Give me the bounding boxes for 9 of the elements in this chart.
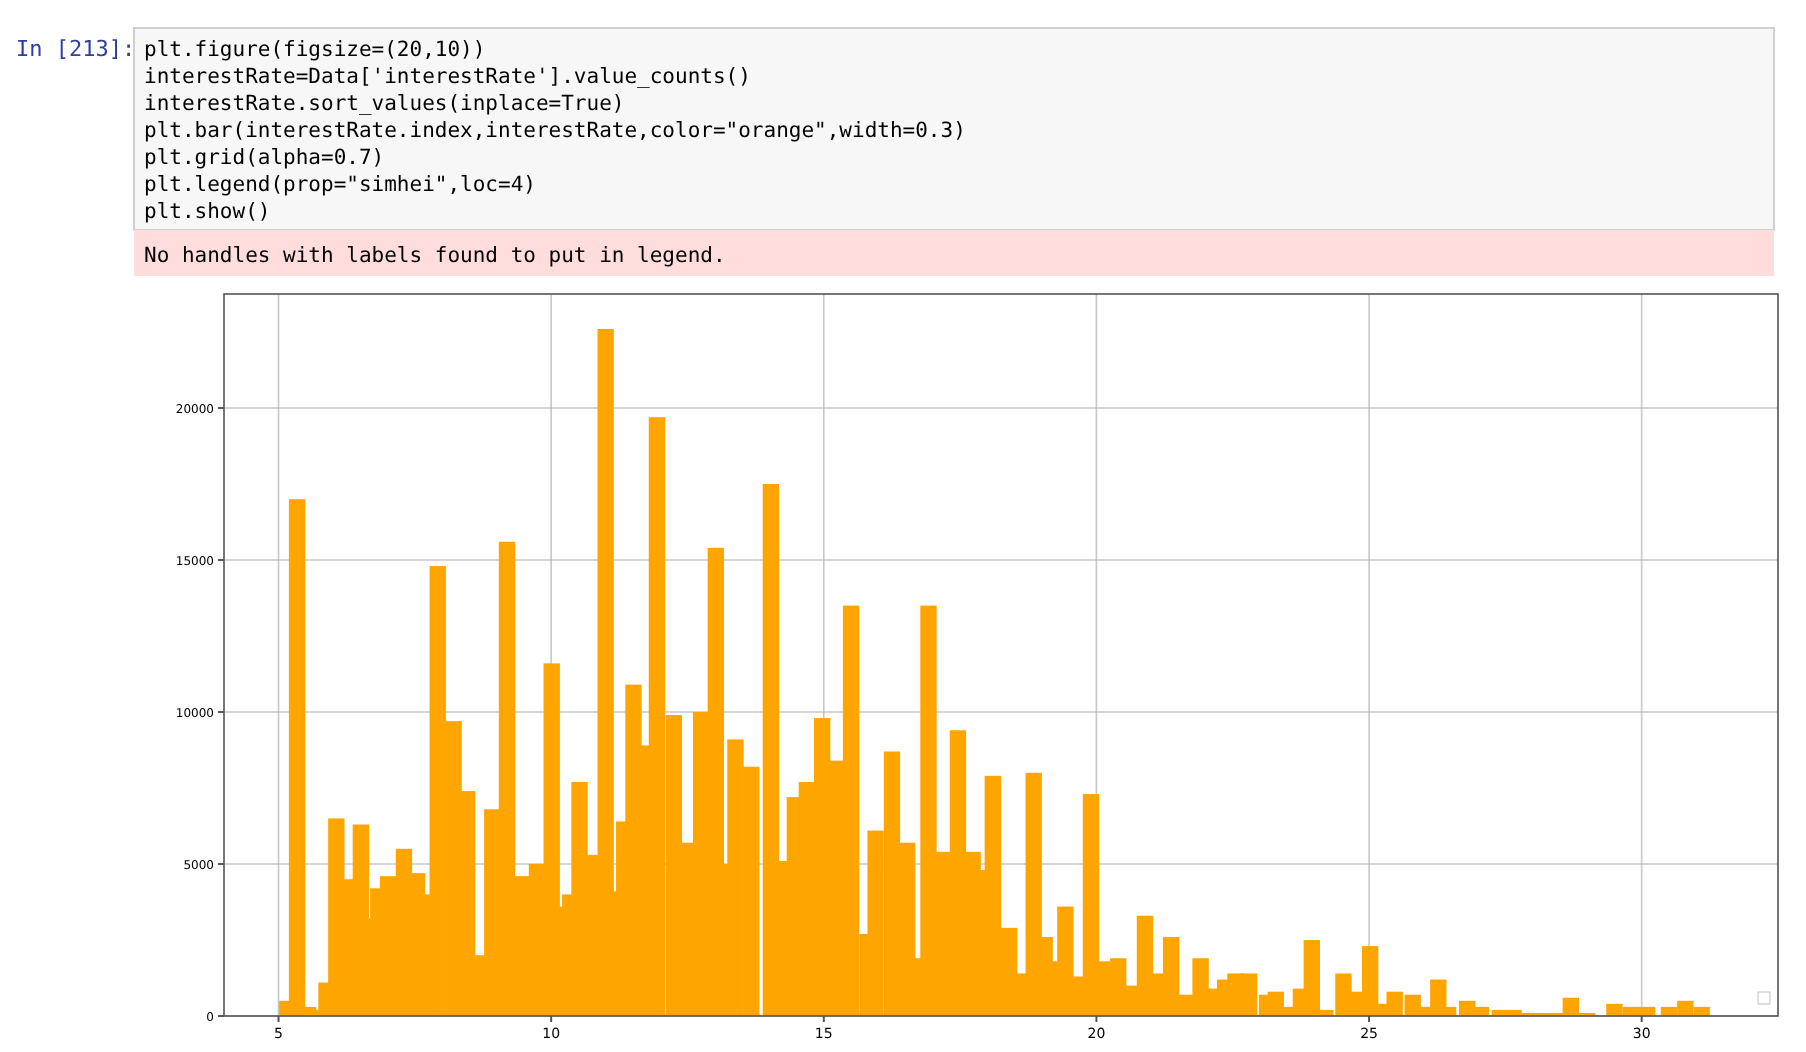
- text: plt.show(): [144, 200, 271, 224]
- text: plt.legend(prop="simhei",loc=4): [144, 173, 536, 197]
- text: plt.grid(alpha=0.7): [144, 146, 385, 170]
- text: interestRate=Data['interestRate'].value_counts(): [144, 65, 751, 89]
- text: In [213]:: [16, 36, 136, 62]
- text: No handles with labels found to put in legend.: [144, 244, 726, 268]
- text: interestRate.sort_values(inplace=True): [144, 92, 625, 116]
- text: plt.figure(figsize=(20,10)): [144, 38, 486, 62]
- text: plt.bar(interestRate.index,interestRate,color="orange",width=0.3): [144, 119, 966, 143]
